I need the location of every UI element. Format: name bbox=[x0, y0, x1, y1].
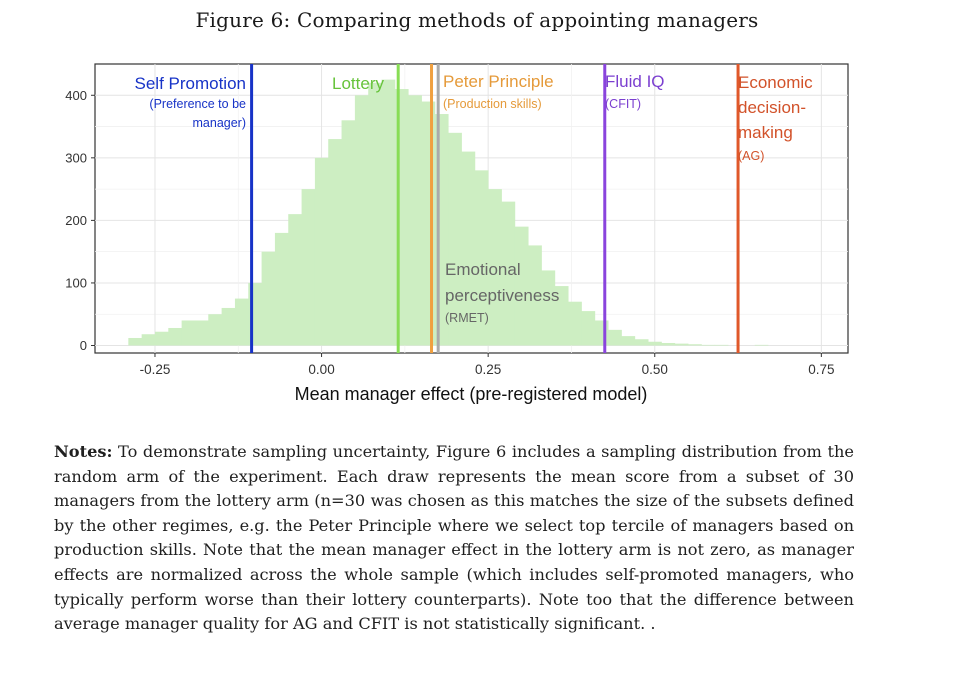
histogram-bar bbox=[461, 151, 476, 346]
histogram-bar bbox=[328, 139, 342, 346]
histogram-bar bbox=[354, 95, 369, 346]
histogram-bar bbox=[381, 79, 396, 346]
emotional-label-line-1: Emotional bbox=[445, 260, 521, 279]
self-promotion-sublabel-1: (Preference to be bbox=[149, 97, 246, 111]
histogram-bar bbox=[701, 344, 716, 346]
economic-sublabel: (AG) bbox=[738, 149, 764, 163]
annotation-economic-decision-making: Economic decision- making (AG) bbox=[738, 73, 813, 163]
histogram-bar bbox=[274, 232, 289, 346]
histogram-bar bbox=[288, 214, 302, 346]
histogram-bar bbox=[661, 342, 676, 346]
histogram-bar bbox=[154, 331, 169, 346]
annotation-fluid-iq: Fluid IQ (CFIT) bbox=[605, 72, 665, 111]
histogram-bar bbox=[528, 245, 542, 346]
x-tick-label: 0.25 bbox=[475, 362, 501, 377]
self-promotion-label: Self Promotion bbox=[135, 74, 247, 93]
histogram-bar bbox=[408, 95, 422, 346]
x-tick-label: 0.75 bbox=[808, 362, 834, 377]
histogram-bar bbox=[448, 132, 462, 346]
x-tick-label: -0.25 bbox=[140, 362, 171, 377]
figure-title: Figure 6: Comparing methods of appointin… bbox=[195, 8, 759, 32]
histogram-bar bbox=[314, 157, 329, 346]
y-tick-label: 200 bbox=[65, 213, 87, 228]
histogram-bar bbox=[181, 320, 196, 346]
histogram-bar bbox=[714, 344, 729, 346]
histogram-bar bbox=[501, 201, 516, 346]
x-axis-title: Mean manager effect (pre-registered mode… bbox=[295, 384, 648, 404]
notes-text: To demonstrate sampling uncertainty, Fig… bbox=[54, 442, 854, 634]
peter-principle-label: Peter Principle bbox=[443, 72, 554, 91]
histogram-bar bbox=[594, 320, 609, 346]
histogram-bar bbox=[208, 314, 223, 346]
y-tick-label: 300 bbox=[65, 150, 87, 165]
x-tick-label: 0.00 bbox=[308, 362, 334, 377]
histogram-bar bbox=[301, 189, 316, 346]
economic-label-line-2: decision- bbox=[738, 98, 806, 117]
histogram-bar bbox=[754, 344, 769, 346]
fluid-iq-label: Fluid IQ bbox=[605, 72, 665, 91]
economic-label-line-1: Economic bbox=[738, 73, 813, 92]
self-promotion-sublabel-2: manager) bbox=[193, 116, 247, 130]
histogram-bar bbox=[421, 101, 436, 346]
histogram-bar bbox=[194, 320, 209, 346]
peter-principle-sublabel: (Production skills) bbox=[443, 97, 542, 111]
reference-lines bbox=[250, 64, 740, 353]
x-tick-label: 0.50 bbox=[642, 362, 668, 377]
economic-label-line-3: making bbox=[738, 123, 793, 142]
notes-label: Notes: bbox=[54, 442, 113, 461]
emotional-sublabel: (RMET) bbox=[445, 311, 489, 325]
histogram-bar bbox=[488, 189, 502, 346]
histogram-bar bbox=[141, 334, 156, 346]
histogram-bar bbox=[341, 120, 356, 346]
annotation-emotional-perceptiveness: Emotional perceptiveness (RMET) bbox=[445, 260, 559, 325]
histogram-bar bbox=[541, 270, 556, 346]
histogram-bar bbox=[168, 327, 183, 346]
histogram-bar bbox=[261, 251, 276, 346]
emotional-label-line-2: perceptiveness bbox=[445, 286, 559, 305]
figure-notes: Notes: To demonstrate sampling uncertain… bbox=[54, 440, 854, 637]
histogram-bar bbox=[554, 286, 569, 346]
histogram-bar bbox=[368, 82, 382, 346]
annotation-peter-principle: Peter Principle (Production skills) bbox=[443, 72, 554, 111]
lottery-label: Lottery bbox=[332, 74, 384, 93]
histogram-bar bbox=[648, 341, 662, 346]
histogram-bar bbox=[568, 301, 582, 346]
histogram-bar bbox=[221, 307, 236, 346]
histogram-bar bbox=[514, 226, 529, 346]
histogram-bar bbox=[581, 311, 596, 346]
y-tick-label: 400 bbox=[65, 88, 87, 103]
histogram-bar bbox=[688, 344, 702, 346]
histogram-bar bbox=[128, 337, 143, 346]
histogram-bars bbox=[128, 79, 769, 346]
annotation-self-promotion: Self Promotion (Preference to be manager… bbox=[135, 74, 247, 130]
histogram-bar bbox=[474, 170, 489, 346]
histogram-bar bbox=[674, 343, 689, 346]
fluid-iq-sublabel: (CFIT) bbox=[605, 97, 641, 111]
histogram-bar bbox=[608, 329, 622, 346]
y-tick-label: 0 bbox=[80, 338, 87, 353]
y-tick-label: 100 bbox=[65, 275, 87, 290]
histogram-chart: 0 100 200 300 400 -0.25 0.00 0.25 0.50 0.75 Mean … bbox=[65, 63, 849, 404]
histogram-bar bbox=[234, 298, 249, 346]
histogram-bar bbox=[621, 336, 636, 346]
axis-ticks: 0 100 200 300 400 -0.25 0.00 0.25 0.50 0.75 bbox=[65, 88, 834, 377]
histogram-bar bbox=[634, 339, 649, 346]
